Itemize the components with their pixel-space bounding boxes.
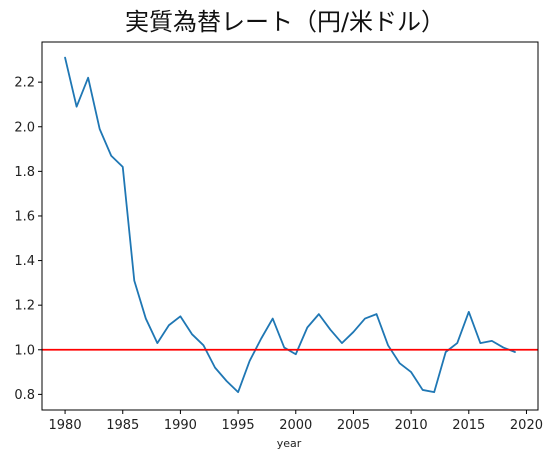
y-tick-label: 2.0 <box>14 120 35 135</box>
x-tick-label: 2005 <box>337 418 370 433</box>
plot-frame <box>41 41 539 411</box>
y-tick-label: 1.0 <box>14 343 35 358</box>
x-tick-label: 1985 <box>106 418 139 433</box>
x-tick-label: 1990 <box>164 418 197 433</box>
y-tick-label: 1.4 <box>14 254 35 269</box>
x-tick-label: 1995 <box>222 418 255 433</box>
plot-content <box>42 56 538 394</box>
x-tick-label: 2015 <box>452 418 485 433</box>
series-line-0 <box>64 56 516 394</box>
axes: 1980 1985 1990 1995 2000 2005 2010 2015 2020 0.8 1… <box>14 41 543 433</box>
y-tick-label: 1.8 <box>14 165 35 180</box>
x-tick-label: 2000 <box>279 418 312 433</box>
x-axis-label: year <box>277 437 302 450</box>
x-tick-label: 2010 <box>395 418 428 433</box>
plot-area <box>42 56 538 394</box>
y-tick-label: 1.6 <box>14 209 35 224</box>
x-tick-label: 1980 <box>49 418 82 433</box>
y-tick-label: 1.2 <box>14 299 35 314</box>
y-tick-label: 2.2 <box>14 76 35 91</box>
y-tick-label: 0.8 <box>14 388 35 403</box>
x-tick-label: 2020 <box>510 418 543 433</box>
chart-title: 実質為替レート（円/米ドル） <box>125 8 445 36</box>
